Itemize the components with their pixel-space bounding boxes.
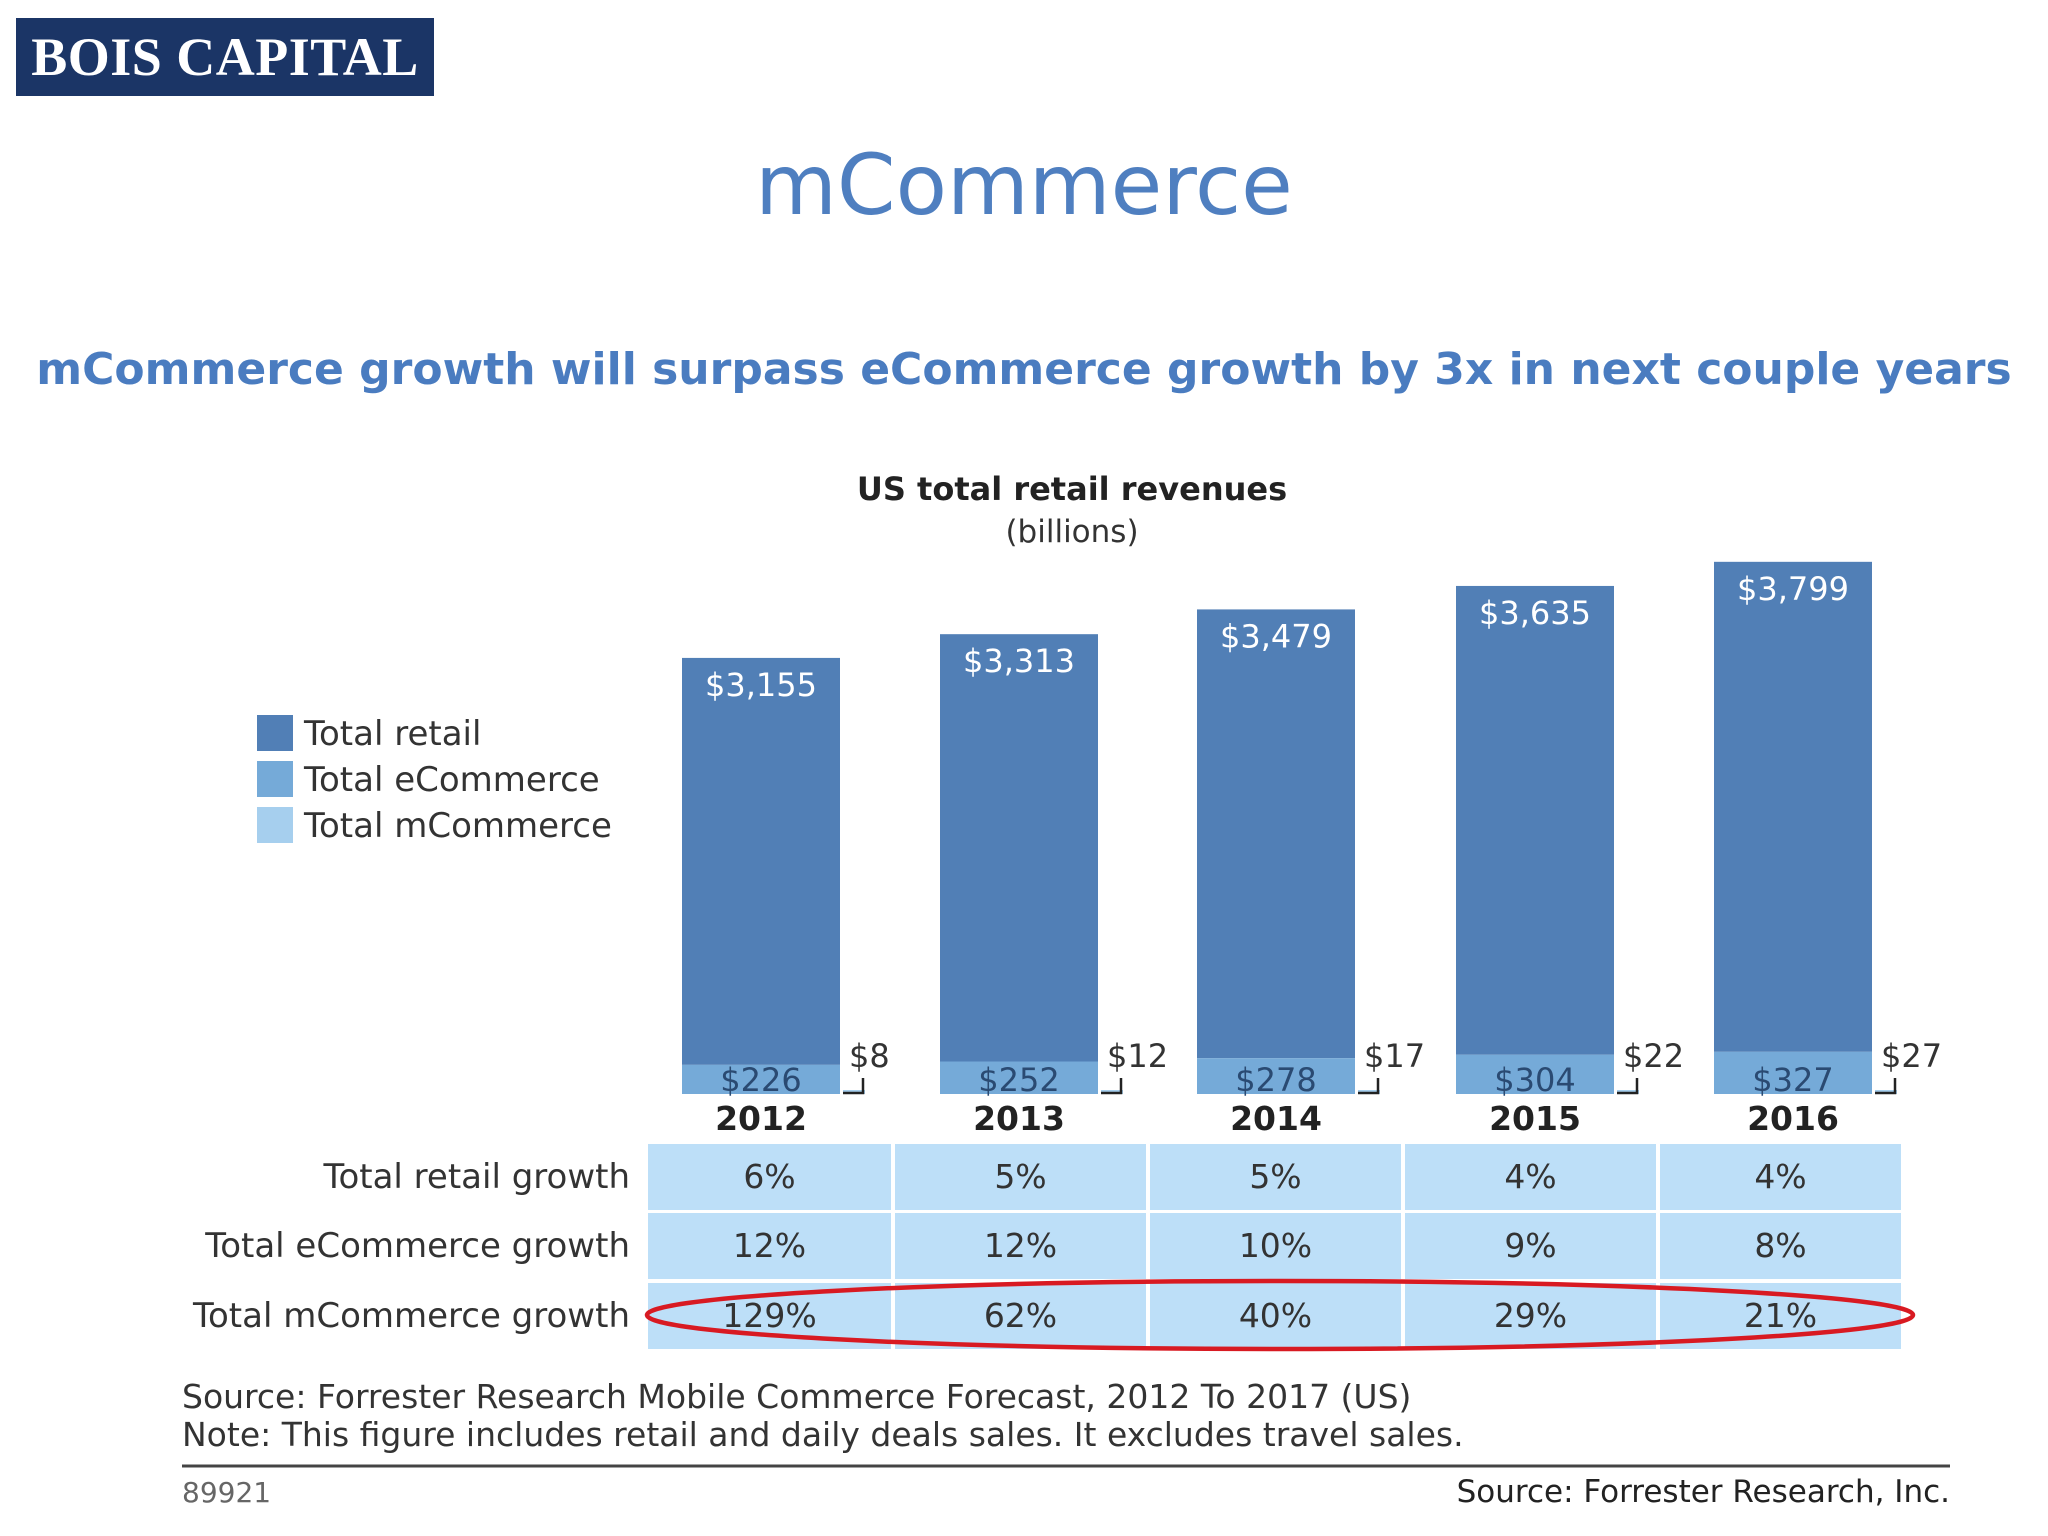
growth-cell — [895, 1144, 1146, 1210]
mcommerce-bracket — [1617, 1078, 1639, 1095]
figure-id: 89921 — [182, 1476, 271, 1509]
retail-value-label: $3,479 — [1220, 617, 1332, 655]
growth-value: 10% — [1239, 1226, 1312, 1265]
retail-bar — [940, 634, 1098, 1062]
growth-cell — [648, 1144, 891, 1210]
retail-value-label: $3,313 — [963, 642, 1075, 680]
growth-row-label: Total mCommerce growth — [192, 1296, 630, 1336]
retail-bar — [1456, 585, 1614, 1055]
retail-value-label: $3,799 — [1737, 570, 1849, 608]
ecommerce-bar — [682, 1064, 840, 1094]
retail-value-label: $3,155 — [705, 666, 817, 704]
mcommerce-value-label: $17 — [1364, 1037, 1425, 1075]
growth-value: 129% — [722, 1296, 816, 1335]
growth-value: 21% — [1744, 1296, 1817, 1335]
year-label: 2016 — [1747, 1099, 1839, 1138]
ecommerce-bar — [940, 1061, 1098, 1094]
legend-label: Total retail — [303, 714, 481, 754]
year-label: 2015 — [1489, 1099, 1581, 1138]
growth-value: 29% — [1494, 1296, 1567, 1335]
growth-cell — [648, 1213, 891, 1279]
growth-value: 8% — [1754, 1226, 1806, 1265]
mcommerce-bracket — [843, 1078, 865, 1095]
growth-cell — [895, 1283, 1146, 1349]
mcommerce-value-label: $27 — [1881, 1037, 1942, 1075]
bois-capital-logo: BOIS CAPITAL — [16, 18, 434, 96]
highlight-ellipse — [644, 1278, 1916, 1352]
mcommerce-bracket — [1101, 1078, 1123, 1095]
chart-title: US total retail revenues — [857, 470, 1287, 508]
chart-subtitle: (billions) — [1005, 514, 1138, 550]
mcommerce-value-label: $22 — [1623, 1037, 1684, 1075]
growth-value: 5% — [1249, 1157, 1301, 1196]
growth-cell — [1660, 1144, 1901, 1210]
ecommerce-bar — [1197, 1058, 1355, 1094]
growth-cell — [1660, 1213, 1901, 1279]
mcommerce-bracket — [1358, 1078, 1380, 1095]
growth-value: 12% — [984, 1226, 1057, 1265]
growth-cell — [1405, 1213, 1656, 1279]
source-line: Source: Forrester Research Mobile Commer… — [182, 1377, 1411, 1416]
mcommerce-value-label: $8 — [849, 1037, 890, 1075]
mcommerce-bracket — [1875, 1078, 1897, 1095]
growth-value: 4% — [1504, 1157, 1556, 1196]
ecommerce-bar — [1714, 1051, 1872, 1094]
headline: mCommerce growth will surpass eCommerce … — [36, 344, 2012, 395]
year-label: 2013 — [973, 1099, 1065, 1138]
legend-swatch — [257, 715, 293, 751]
growth-cell — [1150, 1213, 1401, 1279]
growth-value: 40% — [1239, 1296, 1312, 1335]
growth-value: 9% — [1504, 1226, 1556, 1265]
note-line: Note: This figure includes retail and da… — [182, 1415, 1464, 1454]
ecommerce-bar — [1456, 1054, 1614, 1094]
page-title: mCommerce — [755, 136, 1293, 234]
growth-cell — [1150, 1283, 1401, 1349]
retail-value-label: $3,635 — [1479, 594, 1591, 632]
growth-value: 62% — [984, 1296, 1057, 1335]
mcommerce-value-label: $12 — [1107, 1037, 1168, 1075]
growth-value: 5% — [994, 1157, 1046, 1196]
retail-bar — [1714, 561, 1872, 1052]
ecommerce-value-label: $226 — [720, 1061, 801, 1099]
legend-swatch — [257, 761, 293, 797]
growth-row-label: Total eCommerce growth — [204, 1226, 630, 1266]
growth-cell — [1405, 1144, 1656, 1210]
legend-label: Total eCommerce — [303, 760, 600, 800]
growth-row-label: Total retail growth — [322, 1157, 630, 1197]
retail-bar — [1197, 609, 1355, 1059]
ecommerce-value-label: $278 — [1235, 1061, 1316, 1099]
growth-cell — [1150, 1144, 1401, 1210]
year-label: 2012 — [715, 1099, 807, 1138]
growth-cell — [895, 1213, 1146, 1279]
growth-cell — [1405, 1283, 1656, 1349]
ecommerce-value-label: $252 — [978, 1061, 1059, 1099]
year-label: 2014 — [1230, 1099, 1322, 1138]
growth-value: 12% — [733, 1226, 806, 1265]
growth-value: 4% — [1754, 1157, 1806, 1196]
credit-line: Source: Forrester Research, Inc. — [1457, 1474, 1950, 1510]
ecommerce-value-label: $327 — [1752, 1061, 1833, 1099]
retail-bar — [682, 657, 840, 1065]
legend-swatch — [257, 807, 293, 843]
legend-label: Total mCommerce — [303, 806, 612, 846]
ecommerce-value-label: $304 — [1494, 1061, 1575, 1099]
growth-value: 6% — [743, 1157, 795, 1196]
